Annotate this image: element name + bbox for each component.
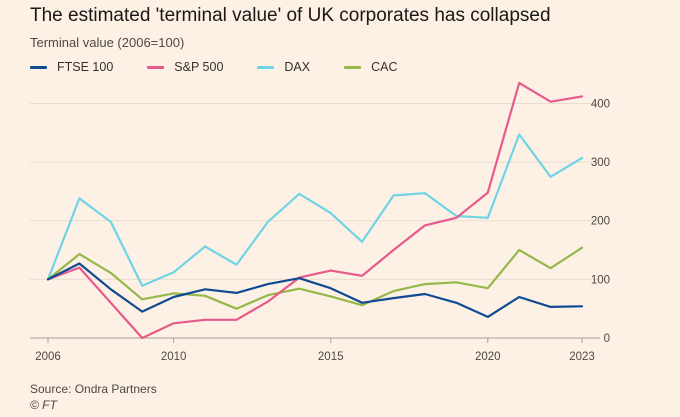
chart-subtitle: Terminal value (2006=100) — [30, 35, 185, 50]
legend-swatch-sp500 — [147, 65, 165, 69]
chart-legend: FTSE 100 S&P 500 DAX CAC — [30, 60, 432, 74]
source-note: Source: Ondra Partners — [30, 382, 157, 396]
legend-item-dax: DAX — [257, 60, 310, 74]
y-tick-label: 300 — [591, 157, 610, 169]
series-line-sp500 — [46, 81, 584, 340]
legend-label-dax: DAX — [284, 60, 311, 74]
legend-item-cac: CAC — [344, 60, 398, 74]
legend-item-sp500: S&P 500 — [147, 60, 223, 74]
x-tick-label: 2010 — [161, 351, 187, 363]
legend-item-ftse: FTSE 100 — [30, 60, 113, 74]
y-tick-label: 100 — [591, 274, 610, 286]
legend-label-cac: CAC — [371, 60, 398, 74]
series-line-ftse — [46, 262, 584, 318]
x-tick-label: 2015 — [318, 351, 344, 363]
legend-label-ftse: FTSE 100 — [57, 60, 114, 74]
legend-label-sp500: S&P 500 — [174, 60, 224, 74]
x-tick-label: 2020 — [475, 351, 501, 363]
x-tick-label: 2006 — [35, 351, 61, 363]
legend-swatch-ftse — [30, 65, 47, 69]
y-tick-label: 400 — [591, 98, 610, 110]
y-tick-label: 200 — [591, 216, 610, 228]
x-tick-label: 2023 — [569, 351, 595, 363]
legend-swatch-cac — [344, 65, 362, 69]
series-line-dax — [46, 133, 584, 287]
chart-title: The estimated 'terminal value' of UK cor… — [30, 5, 551, 26]
series-line-cac — [46, 246, 584, 310]
ft-credit: © FT — [30, 398, 57, 412]
legend-swatch-dax — [257, 65, 275, 69]
y-tick-label: 0 — [604, 333, 610, 345]
